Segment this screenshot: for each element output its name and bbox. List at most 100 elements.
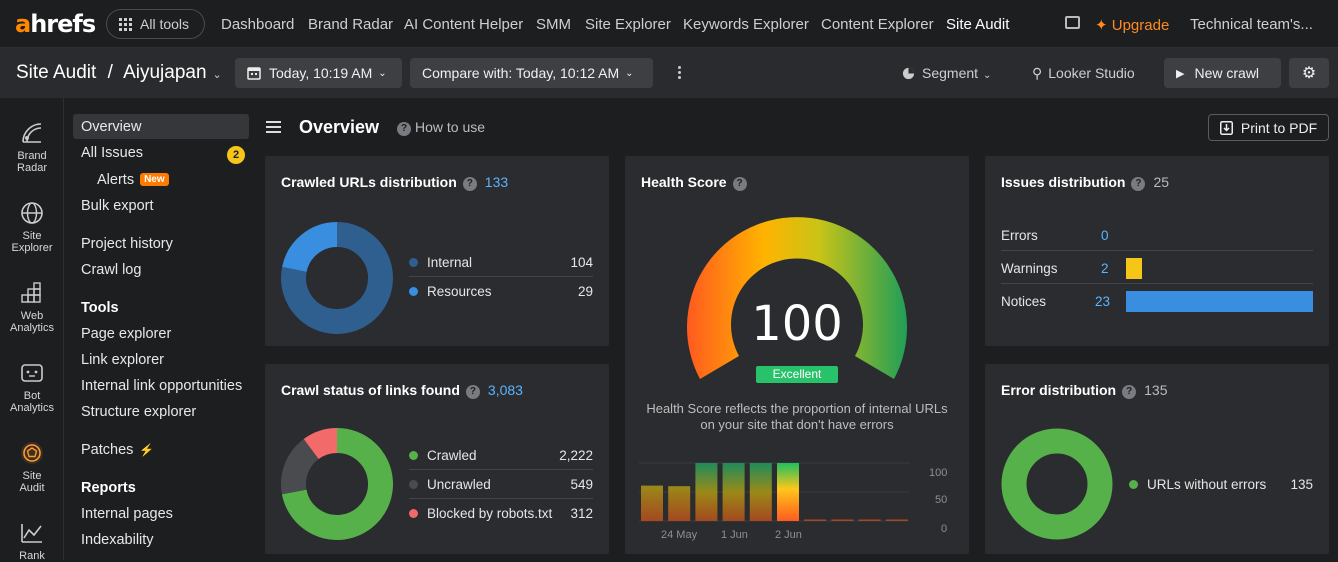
nav-dashboard[interactable]: Dashboard [221,16,295,33]
blocked-value[interactable]: 312 [570,506,593,521]
rail-bot-analytics[interactable]: Bot Analytics [0,360,64,414]
help-icon: ? [397,122,411,136]
segment-selector[interactable]: Segment ⌄ [902,65,991,81]
monitor-icon[interactable] [1065,16,1080,29]
card-title: Crawl status of links found? 3,083 [281,382,523,399]
rail-web-analytics[interactable]: Web Analytics [0,280,64,334]
nav-keywords-explorer[interactable]: Keywords Explorer [683,16,809,33]
sidebar-item-internal-pages[interactable]: Internal pages [81,506,173,522]
sidebar-item-link-explorer[interactable]: Link explorer [81,352,165,368]
lightning-icon: ⚡ [139,443,155,457]
sidebar-item-all-issues[interactable]: All Issues [81,145,144,161]
health-history-bar[interactable] [804,519,827,522]
rail-brand-radar[interactable]: Brand Radar [0,120,64,174]
total-count[interactable]: 133 [484,174,509,190]
resources-value[interactable]: 29 [577,284,593,299]
donut-slice-uncrawled[interactable] [281,438,320,495]
help-icon[interactable]: ? [465,385,480,399]
sidebar-item-overview[interactable]: Overview [81,119,142,135]
top-navigation: ahrefs All tools Dashboard Brand Radar A… [0,0,1338,48]
issues-row-errors-value[interactable]: 0 [1101,228,1109,243]
menu-toggle-icon[interactable] [266,121,281,136]
health-history-bar[interactable] [668,486,691,521]
donut-slice-internal[interactable] [281,222,393,334]
health-history-bar[interactable] [749,463,772,521]
sidebar-item-crawl-log[interactable]: Crawl log [81,262,142,278]
health-history-bar[interactable] [641,485,663,521]
donut-slice-blocked-by-robots-txt[interactable] [303,428,338,460]
health-history-bar[interactable] [858,519,881,522]
help-icon[interactable]: ? [732,177,747,191]
issues-row-notices-label[interactable]: Notices [1001,294,1047,309]
bot-icon [21,364,43,382]
settings-button[interactable]: ⚙ [1289,58,1329,88]
rail-site-explorer[interactable]: Site Explorer [0,200,64,254]
issues-row-notices-value[interactable]: 23 [1095,294,1111,309]
issues-row-warnings-label[interactable]: Warnings [1001,261,1058,276]
health-history-bar[interactable] [885,519,908,522]
sidebar-item-project-history[interactable]: Project history [81,236,173,252]
legend-uncrawled[interactable]: Uncrawled [409,477,491,492]
sidebar-item-internal-link-opportunities[interactable]: Internal link opportunities [81,378,243,394]
issue-bar-notices[interactable] [1126,291,1313,312]
uncrawled-value[interactable]: 549 [570,477,593,492]
nav-brand-radar[interactable]: Brand Radar [308,16,394,33]
crawled-value[interactable]: 2,222 [559,448,593,463]
rail-site-audit[interactable]: Site Audit [0,440,64,494]
gauge-arc [687,217,907,379]
health-score-card: Health Score? 100 Excellent Health Score… [625,156,969,554]
issues-row-warnings-value[interactable]: 2 [1101,261,1109,276]
upgrade-link[interactable]: ✦ Upgrade [1095,17,1170,34]
health-history-bar[interactable] [777,463,799,521]
legend-resources[interactable]: Resources [409,284,492,299]
account-menu[interactable]: Technical team's... [1190,16,1313,33]
date-selector[interactable]: Today, 10:19 AM ⌄ [235,58,402,88]
new-crawl-button[interactable]: ▶ New crawl [1164,58,1281,88]
divider [409,276,593,277]
sidebar-item-page-explorer[interactable]: Page explorer [81,326,172,342]
rail-rank-tracker[interactable]: Rank [0,520,64,562]
urls-without-errors-value[interactable]: 135 [1290,477,1313,492]
nav-content-explorer[interactable]: Content Explorer [821,16,934,33]
divider [1001,250,1313,251]
sidebar-item-patches[interactable]: Patches ⚡ [81,442,155,458]
project-selector[interactable]: Aiyujapan [123,62,207,83]
issue-bar-warnings[interactable] [1126,258,1143,279]
internal-value[interactable]: 104 [570,255,593,270]
donut-slice-resources[interactable] [282,222,338,273]
nav-site-explorer[interactable]: Site Explorer [585,16,671,33]
issues-row-errors-label[interactable]: Errors [1001,228,1038,243]
nav-smm[interactable]: SMM [536,16,571,33]
donut-slice-crawled[interactable] [281,428,393,540]
how-to-use-link[interactable]: ? How to use [397,119,485,136]
total-count[interactable]: 3,083 [487,382,523,398]
print-to-pdf-button[interactable]: Print to PDF [1208,114,1329,141]
help-icon[interactable]: ? [1131,177,1146,191]
health-history-bar[interactable] [695,463,718,521]
compare-selector[interactable]: Compare with: Today, 10:12 AM ⌄ [410,58,653,88]
total-count: 135 [1144,382,1168,398]
nav-ai-content-helper[interactable]: AI Content Helper [404,16,524,33]
legend-blocked-robots[interactable]: Blocked by robots.txt [409,506,552,521]
legend-urls-without-errors[interactable]: URLs without errors [1129,477,1266,492]
sidebar-item-bulk-export[interactable]: Bulk export [81,198,154,214]
health-score-description: Health Score reflects the proportion of … [646,401,948,432]
help-icon[interactable]: ? [462,177,477,191]
looker-studio-link[interactable]: ⚲ Looker Studio [1032,65,1135,81]
health-history-bar[interactable] [831,519,854,522]
sidebar-item-structure-explorer[interactable]: Structure explorer [81,404,197,420]
ahrefs-logo[interactable]: ahrefs [15,10,96,38]
sidebar-item-alerts[interactable]: Alerts New [97,172,169,188]
more-options-icon[interactable] [678,66,682,81]
chevron-down-icon[interactable]: ⌄ [212,69,222,81]
legend-internal[interactable]: Internal [409,255,472,270]
breadcrumb-tool[interactable]: Site Audit [16,62,97,83]
health-history-bar[interactable] [722,463,745,521]
sidebar-item-indexability[interactable]: Indexability [81,532,154,548]
sparkle-icon: ✦ [1095,17,1112,34]
all-tools-button[interactable]: All tools [106,9,205,39]
nav-site-audit[interactable]: Site Audit [946,16,1010,33]
donut-slice-urls-without-errors[interactable] [1001,428,1113,540]
legend-crawled[interactable]: Crawled [409,448,477,463]
help-icon[interactable]: ? [1122,385,1137,399]
